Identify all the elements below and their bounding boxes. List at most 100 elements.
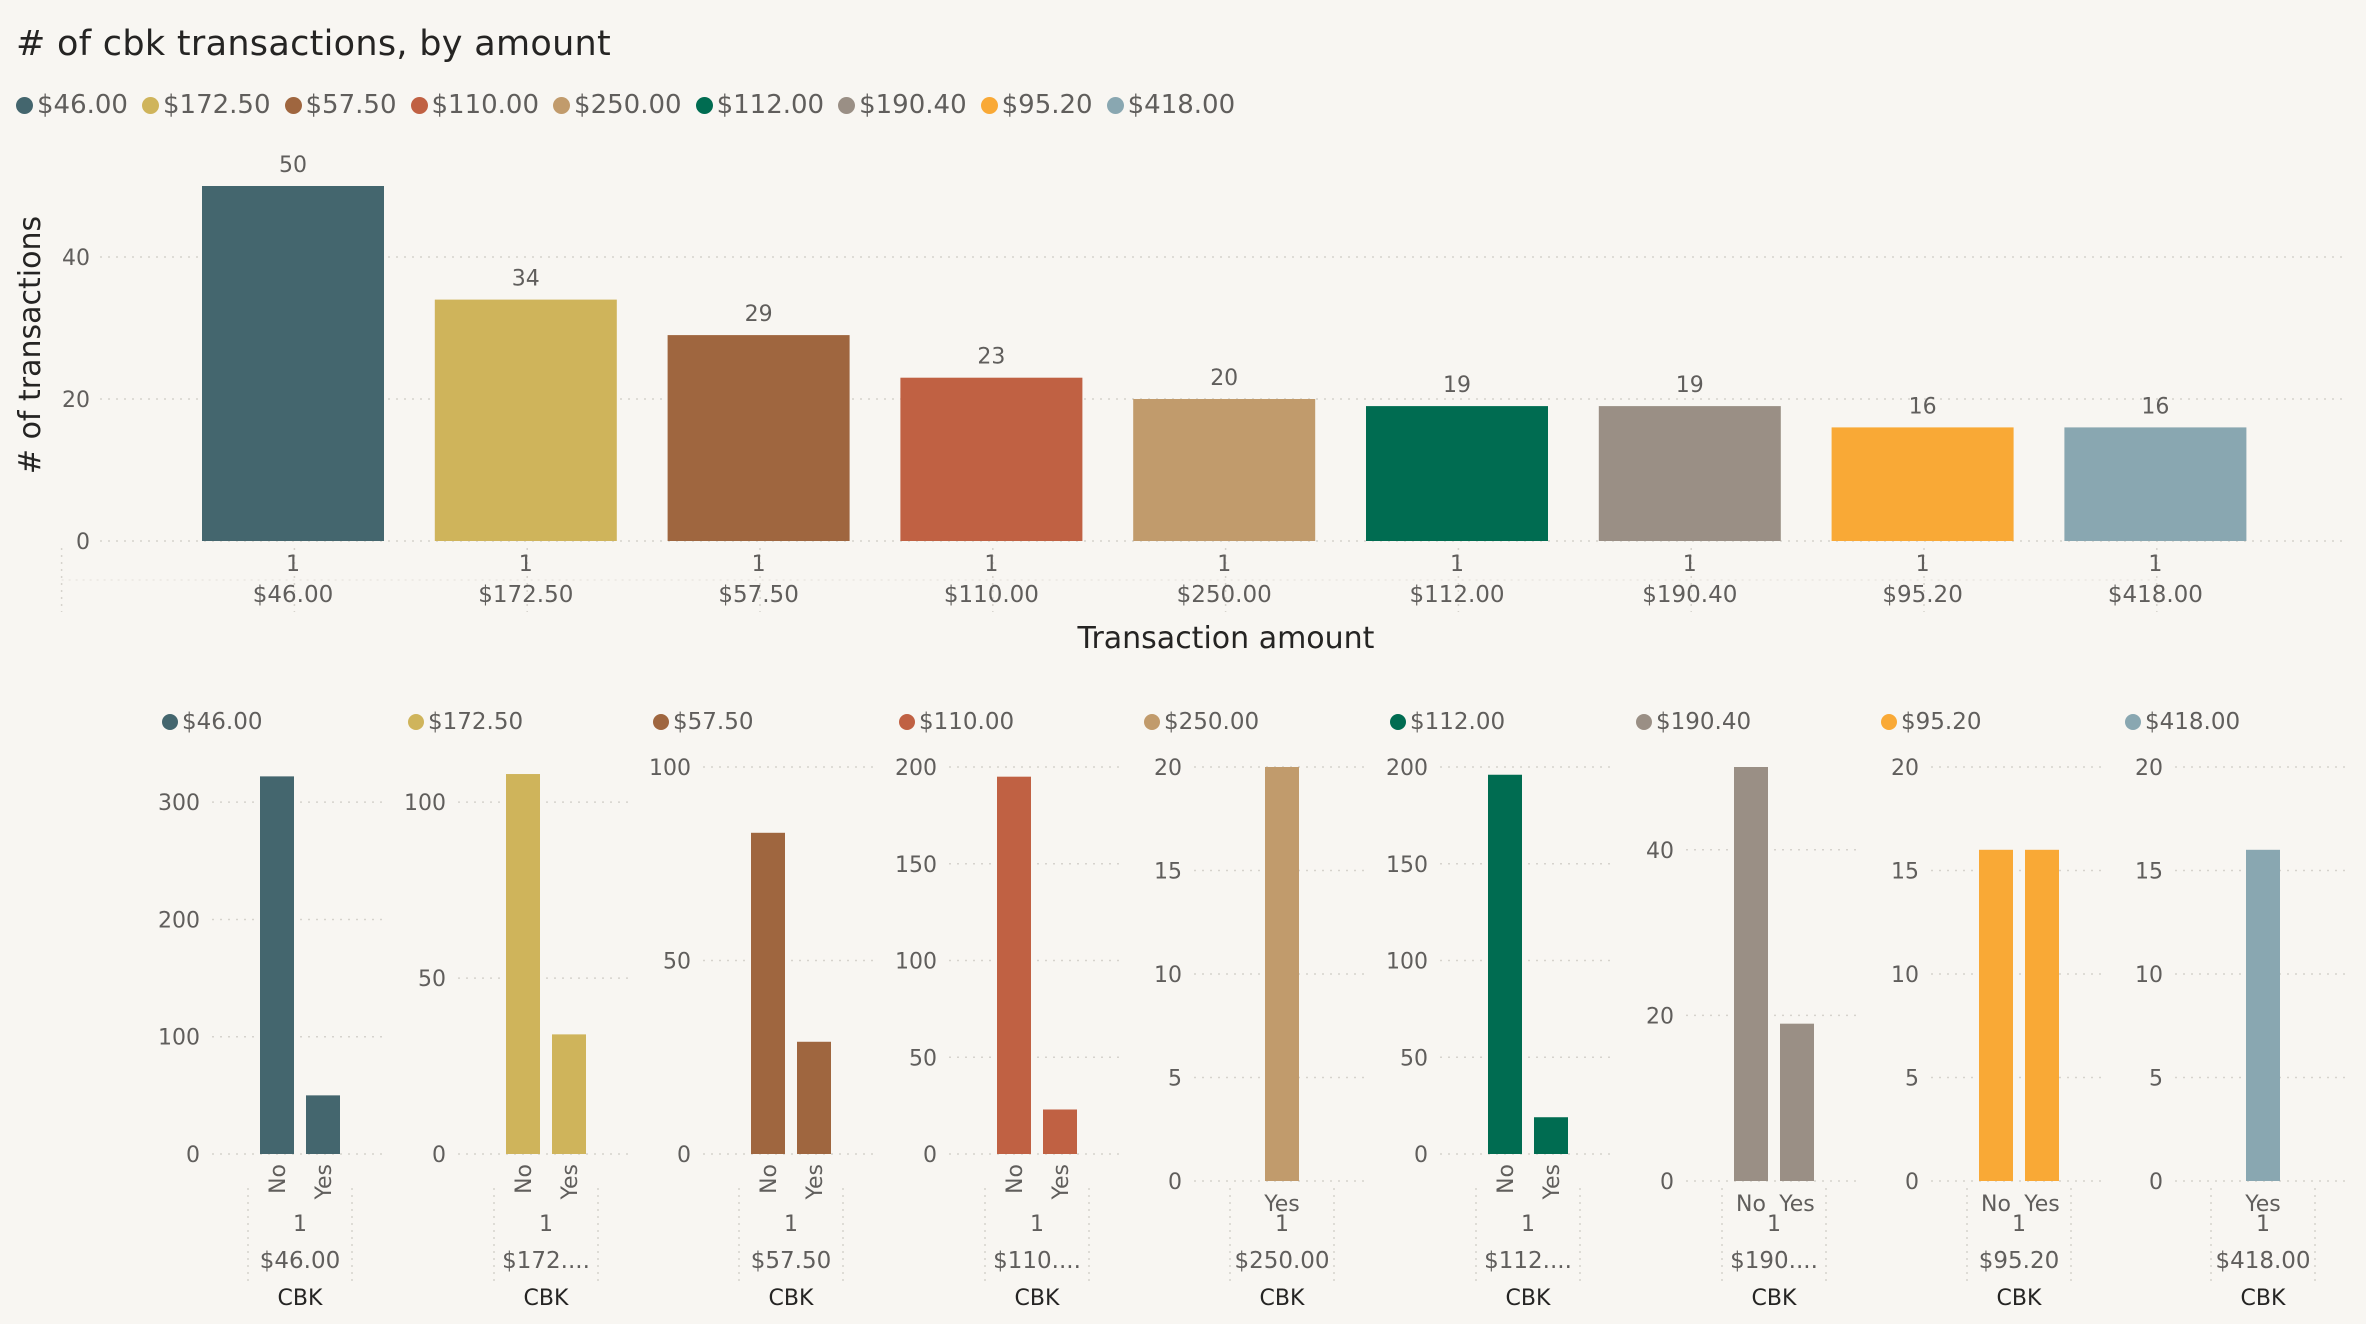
x-tick-label: $250.00: [1177, 582, 1272, 608]
panel-legend[interactable]: $172.50: [408, 709, 523, 735]
bar: [997, 776, 1031, 1154]
legend-item[interactable]: $57.50: [284, 90, 397, 120]
main-chart-plot: 0 20 40 50 1 $46.00 34 1 $172.50 29 1 $57.50 23 1 $110…: [13, 153, 2345, 656]
panel-legend[interactable]: $95.20: [1881, 709, 1981, 735]
y-tick-label: 50: [909, 1046, 937, 1071]
bar: [900, 377, 1083, 541]
y-tick-label: 20: [62, 388, 90, 413]
legend-marker: [410, 96, 428, 114]
bar: [2064, 427, 2247, 541]
small-multiple-panel: $172.50 0 50 100 No Yes 1 $172.... CBK: [396, 700, 642, 1324]
x-tick-label: Yes: [1049, 1164, 1074, 1201]
data-label: 50: [279, 153, 307, 178]
y-tick-label: 10: [1154, 963, 1182, 988]
x-tick-label: $112....: [1484, 1248, 1572, 1274]
y-tick-label: 100: [895, 950, 937, 975]
x-axis-title: CBK: [769, 1286, 814, 1311]
legend-item[interactable]: $250.00: [553, 90, 682, 120]
x-tick-label: $95.20: [1979, 1248, 2059, 1274]
legend-item[interactable]: $112.00: [695, 90, 824, 120]
x-tick-label: $190....: [1730, 1248, 1818, 1274]
y-tick-label: 20: [2135, 756, 2163, 781]
x-tick-label: 1: [286, 552, 300, 577]
bar: [751, 832, 785, 1154]
panel-legend[interactable]: $57.50: [653, 709, 753, 735]
y-tick-label: 50: [663, 950, 691, 975]
bar: [1979, 849, 2013, 1181]
data-label: 19: [1443, 373, 1471, 398]
y-tick-label: 0: [1905, 1170, 1919, 1195]
main-bar-chart: # of cbk transactions, by amount $46.00 $…: [0, 0, 2366, 660]
x-tick-label: $57.50: [751, 1248, 831, 1274]
x-axis-title: CBK: [1997, 1286, 2042, 1311]
legend-item[interactable]: $418.00: [1106, 90, 1236, 120]
x-tick-label: $110.00: [944, 582, 1039, 608]
x-tick-label: 1: [784, 1212, 798, 1237]
x-tick-label: No: [757, 1164, 782, 1194]
legend-label: $110.00: [919, 709, 1015, 735]
y-tick-label: 0: [1414, 1143, 1428, 1168]
legend-marker: [2125, 714, 2141, 730]
x-tick-label: 1: [1916, 552, 1930, 577]
x-tick-label: 1: [519, 552, 533, 577]
panel-legend[interactable]: $250.00: [1144, 709, 1259, 735]
legend-label: $250.00: [574, 90, 682, 120]
panel-legend[interactable]: $112.00: [1390, 709, 1505, 735]
legend-item[interactable]: $172.50: [141, 90, 271, 120]
x-tick-label: 1: [1767, 1212, 1781, 1237]
y-tick-label: 150: [895, 853, 937, 878]
x-tick-label: 1: [539, 1212, 553, 1237]
x-tick-label: $46.00: [253, 582, 333, 608]
bar: [1831, 427, 2014, 541]
legend-marker: [653, 714, 669, 730]
legend-label: $418.00: [1127, 90, 1236, 120]
small-multiple-panel: $418.00 0 5 10 15 20 Yes 1 $418.00 CBK: [2113, 700, 2359, 1324]
x-tick-label: $418.00: [2108, 582, 2203, 608]
panel-legend[interactable]: $110.00: [899, 709, 1014, 735]
legend-item[interactable]: $110.00: [410, 90, 539, 120]
x-tick-label: 1: [293, 1212, 307, 1237]
x-tick-label: $46.00: [260, 1248, 340, 1274]
bar: [1734, 767, 1768, 1181]
panel-legend[interactable]: $46.00: [162, 709, 262, 735]
small-multiple-panel: $190.40 0 20 40 No Yes 1 $190.... CBK: [1624, 700, 1870, 1324]
y-tick-label: 10: [2135, 963, 2163, 988]
legend-marker: [284, 96, 302, 114]
y-tick-label: 5: [2149, 1067, 2163, 1092]
x-axis-title: CBK: [278, 1286, 323, 1311]
y-tick-label: 0: [1168, 1170, 1182, 1195]
panel-legend[interactable]: $190.40: [1636, 709, 1751, 735]
x-tick-label: No: [1981, 1192, 2011, 1217]
x-tick-label: Yes: [803, 1164, 828, 1201]
bar: [1488, 774, 1522, 1154]
x-tick-label: 1: [2256, 1212, 2270, 1237]
y-tick-label: 200: [158, 908, 200, 933]
legend-marker: [1106, 96, 1124, 114]
x-tick-label: 1: [1217, 552, 1231, 577]
legend-marker: [16, 96, 33, 114]
y-tick-label: 0: [186, 1143, 200, 1168]
x-tick-label: $110....: [993, 1248, 1081, 1274]
small-multiple-panel: $46.00 0 100 200 300 No Yes 1 $46.00 CBK: [150, 700, 396, 1324]
y-tick-label: 200: [895, 756, 937, 781]
legend-item[interactable]: $46.00: [16, 90, 128, 120]
legend-label: $95.20: [1001, 90, 1093, 120]
legend-label: $46.00: [37, 90, 128, 120]
legend-marker: [141, 96, 159, 114]
x-tick-label: Yes: [2244, 1192, 2281, 1217]
panel-legend[interactable]: $418.00: [2125, 709, 2240, 735]
data-label: 34: [512, 267, 540, 292]
y-tick-label: 10: [1891, 963, 1919, 988]
legend-marker: [980, 96, 998, 114]
x-tick-label: 1: [1521, 1212, 1535, 1237]
y-tick-label: 20: [1646, 1004, 1674, 1029]
legend-item[interactable]: $190.40: [838, 90, 967, 120]
y-tick-label: 50: [418, 967, 446, 992]
x-tick-label: $190.40: [1642, 582, 1737, 608]
legend-item[interactable]: $95.20: [980, 90, 1093, 120]
y-tick-label: 5: [1905, 1067, 1919, 1092]
y-tick-label: 15: [2135, 860, 2163, 885]
